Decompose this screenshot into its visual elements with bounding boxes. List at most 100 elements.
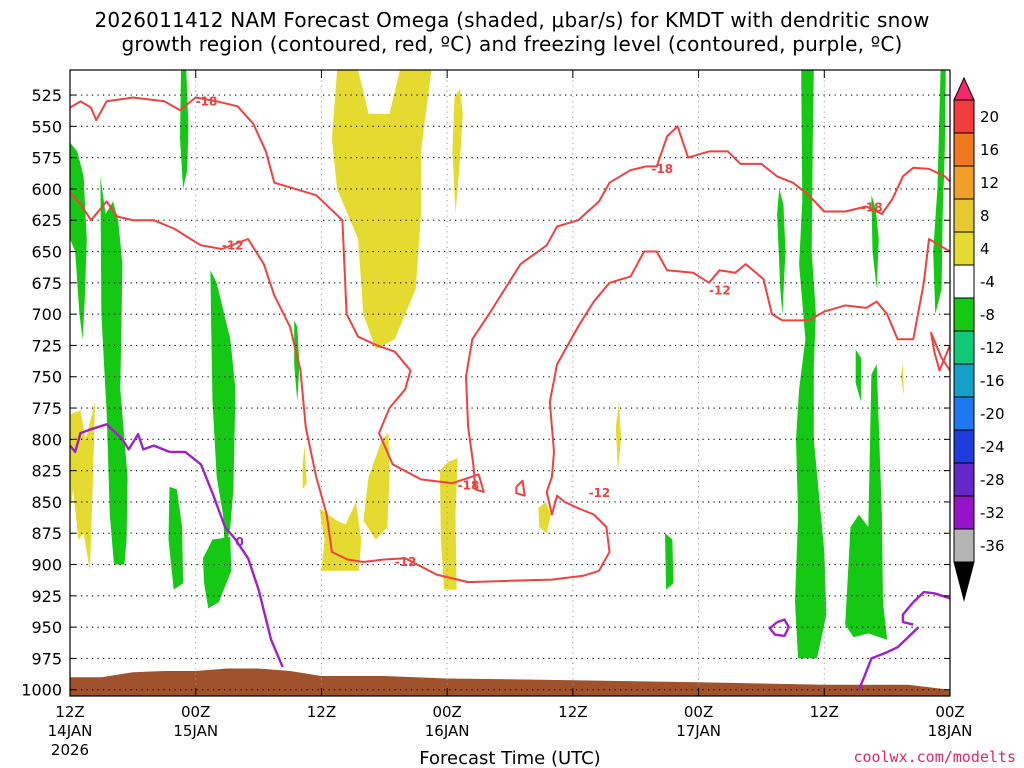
y-tick-label-700: 700 xyxy=(31,305,62,324)
omega-region-positive-3 xyxy=(70,401,96,571)
colorbar-swatch-9 xyxy=(953,363,975,398)
x-tick-date-12: 15JAN xyxy=(173,722,218,740)
omega-region-positive-4 xyxy=(319,501,362,571)
colorbar-label-4: 8 xyxy=(980,207,990,225)
x-tick-time-72: 12Z xyxy=(810,703,839,721)
omega-region-negative-11 xyxy=(70,142,87,340)
contour-label-1: -18 xyxy=(196,94,218,108)
x-tick-time-36: 00Z xyxy=(432,703,461,721)
credit-text: coolwx.com/modelts xyxy=(853,748,1016,766)
omega-region-negative-13 xyxy=(100,176,128,565)
y-tick-label-925: 925 xyxy=(31,587,62,606)
chart-title-line-2: growth region (contoured, red, ºC) and f… xyxy=(121,32,903,56)
contour-label-6: -18 xyxy=(651,162,673,176)
dgz-contour-4 xyxy=(515,479,526,497)
omega-region-negative-24 xyxy=(933,70,946,315)
grid-lines xyxy=(69,70,951,696)
colorbar-label-8: -12 xyxy=(980,339,1005,357)
y-tick-label-825: 825 xyxy=(31,462,62,481)
dgz-contour-3 xyxy=(70,192,950,584)
y-tick-label-550: 550 xyxy=(31,117,62,136)
freezing-level-contour-5 xyxy=(768,618,790,638)
colorbar-swatch-1 xyxy=(953,99,975,134)
x-tick-date-0: 14JAN xyxy=(48,722,93,740)
omega-region-negative-14 xyxy=(168,486,184,590)
x-tick-date-84: 18JAN xyxy=(928,722,973,740)
omega-region-negative-23 xyxy=(845,364,888,640)
y-tick-label-775: 775 xyxy=(31,399,62,418)
colorbar-label-9: -16 xyxy=(980,372,1005,390)
colorbar-label-7: -8 xyxy=(980,306,995,324)
dgz-contour-2 xyxy=(930,331,950,372)
contour-label-3: -18 xyxy=(458,479,480,493)
y-tick-label-575: 575 xyxy=(31,149,62,168)
x-tick-time-0: 12Z xyxy=(55,703,84,721)
x-tick-time-12: 00Z xyxy=(181,703,210,721)
colorbar-arrow-bottom xyxy=(953,561,975,602)
dgz-contour-1 xyxy=(70,96,950,493)
y-tick-label-875: 875 xyxy=(31,524,62,543)
y-tick-label-950: 950 xyxy=(31,618,62,637)
y-tick-label-600: 600 xyxy=(31,180,62,199)
x-tick-date-36: 16JAN xyxy=(425,722,470,740)
y-tick-label-900: 900 xyxy=(31,556,62,575)
y-tick-label-650: 650 xyxy=(31,243,62,262)
omega-region-negative-17 xyxy=(294,320,300,402)
terrain-fill xyxy=(70,668,950,696)
colorbar-label-14: -36 xyxy=(980,537,1005,555)
omega-region-positive-6 xyxy=(439,458,458,590)
contour-label-2: -12 xyxy=(222,238,244,252)
omega-region-negative-21 xyxy=(871,195,879,290)
colorbar-swatch-12 xyxy=(953,462,975,497)
colorbar-arrow-top xyxy=(953,76,975,101)
omega-region-negative-22 xyxy=(855,349,861,402)
omega-region-positive-1 xyxy=(331,70,432,350)
omega-region-positive-7 xyxy=(302,445,307,490)
x-tick-date-60: 17JAN xyxy=(676,722,721,740)
y-tick-label-750: 750 xyxy=(31,368,62,387)
x-tick-time-24: 12Z xyxy=(307,703,336,721)
omega-region-negative-12 xyxy=(180,70,189,189)
contour-label-7: -12 xyxy=(709,283,731,297)
x-tick-time-60: 00Z xyxy=(684,703,713,721)
omega-region-positive-5 xyxy=(363,433,390,540)
omega-region-positive-9 xyxy=(615,401,621,471)
omega-region-positive-8 xyxy=(538,501,551,534)
colorbar-label-1: 20 xyxy=(980,108,999,126)
omega-region-negative-19 xyxy=(795,70,827,659)
colorbar-label-13: -32 xyxy=(980,504,1005,522)
colorbar-label-3: 12 xyxy=(980,174,999,192)
freezing-level-contour-2 xyxy=(912,590,950,603)
y-tick-label-675: 675 xyxy=(31,274,62,293)
contour-label-9: 0 xyxy=(236,535,244,549)
contour-labels: -18 -12 -18 -12 -12 -18 -12 -18 0 xyxy=(196,94,883,569)
colorbar-label-5: 4 xyxy=(980,240,990,258)
colorbar-swatch-3 xyxy=(953,165,975,200)
colorbar-swatch-4 xyxy=(953,198,975,233)
y-tick-label-850: 850 xyxy=(31,493,62,512)
colorbar-label-6: -4 xyxy=(980,273,995,291)
colorbar-swatch-10 xyxy=(953,396,975,431)
x-tick-time-48: 12Z xyxy=(558,703,587,721)
colorbar: 20 16 12 8 4 -4 -8 -12 -16 -20 -24 -28 -32 -36 xyxy=(953,76,1005,602)
colorbar-swatch-11 xyxy=(953,429,975,464)
freezing-level-contour-1 xyxy=(70,423,284,668)
contour-label-5: -12 xyxy=(589,486,611,500)
y-axis: 525 550 575 600 625 650 675 700 725 750 775 800 825 8… xyxy=(21,86,950,700)
terrain-layer xyxy=(70,668,950,696)
omega-region-positive-2 xyxy=(452,88,463,214)
omega-region-negative-15 xyxy=(210,270,236,552)
x-tick-year-0: 2026 xyxy=(51,741,89,759)
colorbar-swatch-14 xyxy=(953,528,975,563)
colorbar-label-2: 16 xyxy=(980,141,999,159)
x-axis-label: Forecast Time (UTC) xyxy=(419,748,600,768)
colorbar-swatch-5 xyxy=(953,231,975,266)
y-tick-label-975: 975 xyxy=(31,649,62,668)
colorbar-swatch-2 xyxy=(953,132,975,167)
plot-frame xyxy=(69,69,951,697)
colorbar-swatch-8 xyxy=(953,330,975,365)
y-tick-label-525: 525 xyxy=(31,86,62,105)
colorbar-swatch-6 xyxy=(953,264,975,299)
